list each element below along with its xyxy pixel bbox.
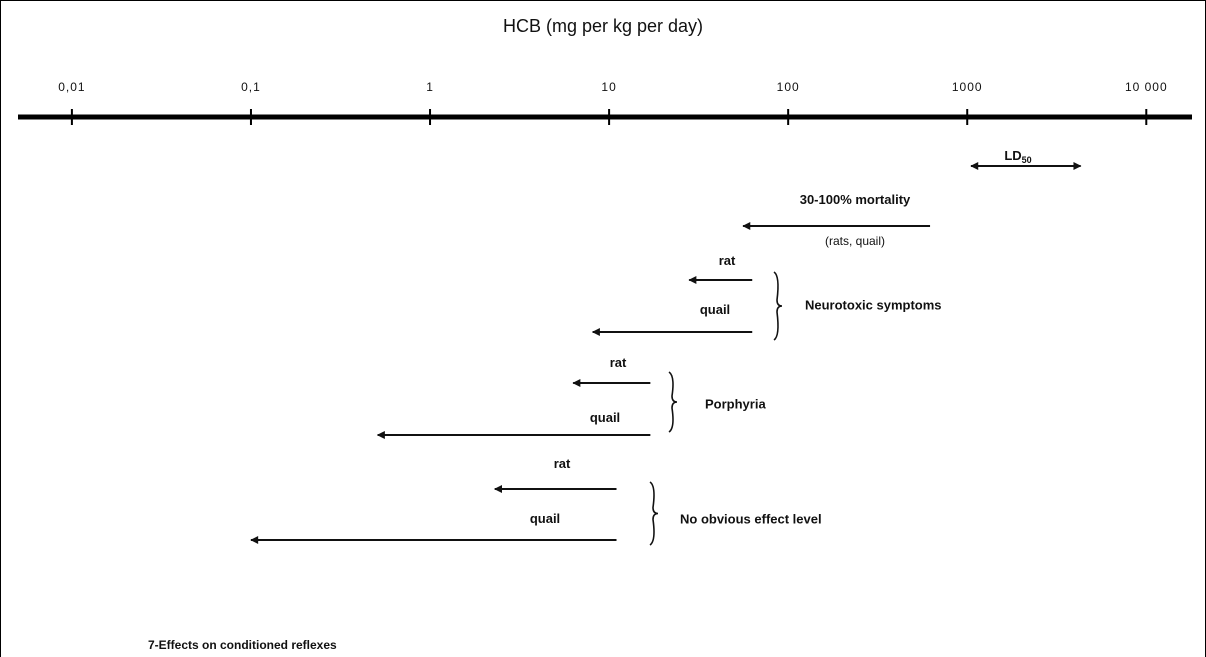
group-label: Neurotoxic symptoms xyxy=(805,297,942,312)
arrow-note: (rats, quail) xyxy=(825,234,885,248)
x-tick-label: 100 xyxy=(777,80,800,94)
brace xyxy=(773,271,783,341)
brace xyxy=(649,481,659,546)
arrow-label: LD50 xyxy=(1004,148,1031,165)
label-text: LD xyxy=(1004,148,1021,163)
x-tick-label: 1 xyxy=(426,80,434,94)
caption: 7-Effects on conditioned reflexes xyxy=(148,638,337,652)
x-tick-label: 0,01 xyxy=(58,80,85,94)
label-sub: 50 xyxy=(1022,155,1032,165)
arrow-label: quail xyxy=(590,410,620,425)
label-text: rat xyxy=(610,355,627,370)
chart-title: HCB (mg per kg per day) xyxy=(503,16,703,36)
label-text: 30-100% mortality xyxy=(800,192,911,207)
x-tick-label: 0,1 xyxy=(241,80,261,94)
arrow-label: rat xyxy=(719,253,736,268)
x-tick-label: 10 xyxy=(601,80,616,94)
arrow-label: quail xyxy=(700,302,730,317)
label-text: rat xyxy=(554,456,571,471)
label-text: quail xyxy=(700,302,730,317)
x-tick-label: 10 000 xyxy=(1125,80,1168,94)
label-text: quail xyxy=(530,511,560,526)
x-tick-label: 1000 xyxy=(952,80,983,94)
label-text: rat xyxy=(719,253,736,268)
arrow-label: 30-100% mortality xyxy=(800,192,911,207)
brace xyxy=(668,371,678,433)
label-text: quail xyxy=(590,410,620,425)
arrow-label: quail xyxy=(530,511,560,526)
arrow-label: rat xyxy=(554,456,571,471)
arrow-label: rat xyxy=(610,355,627,370)
group-label: Porphyria xyxy=(705,396,766,411)
group-label: No obvious effect level xyxy=(680,511,822,526)
